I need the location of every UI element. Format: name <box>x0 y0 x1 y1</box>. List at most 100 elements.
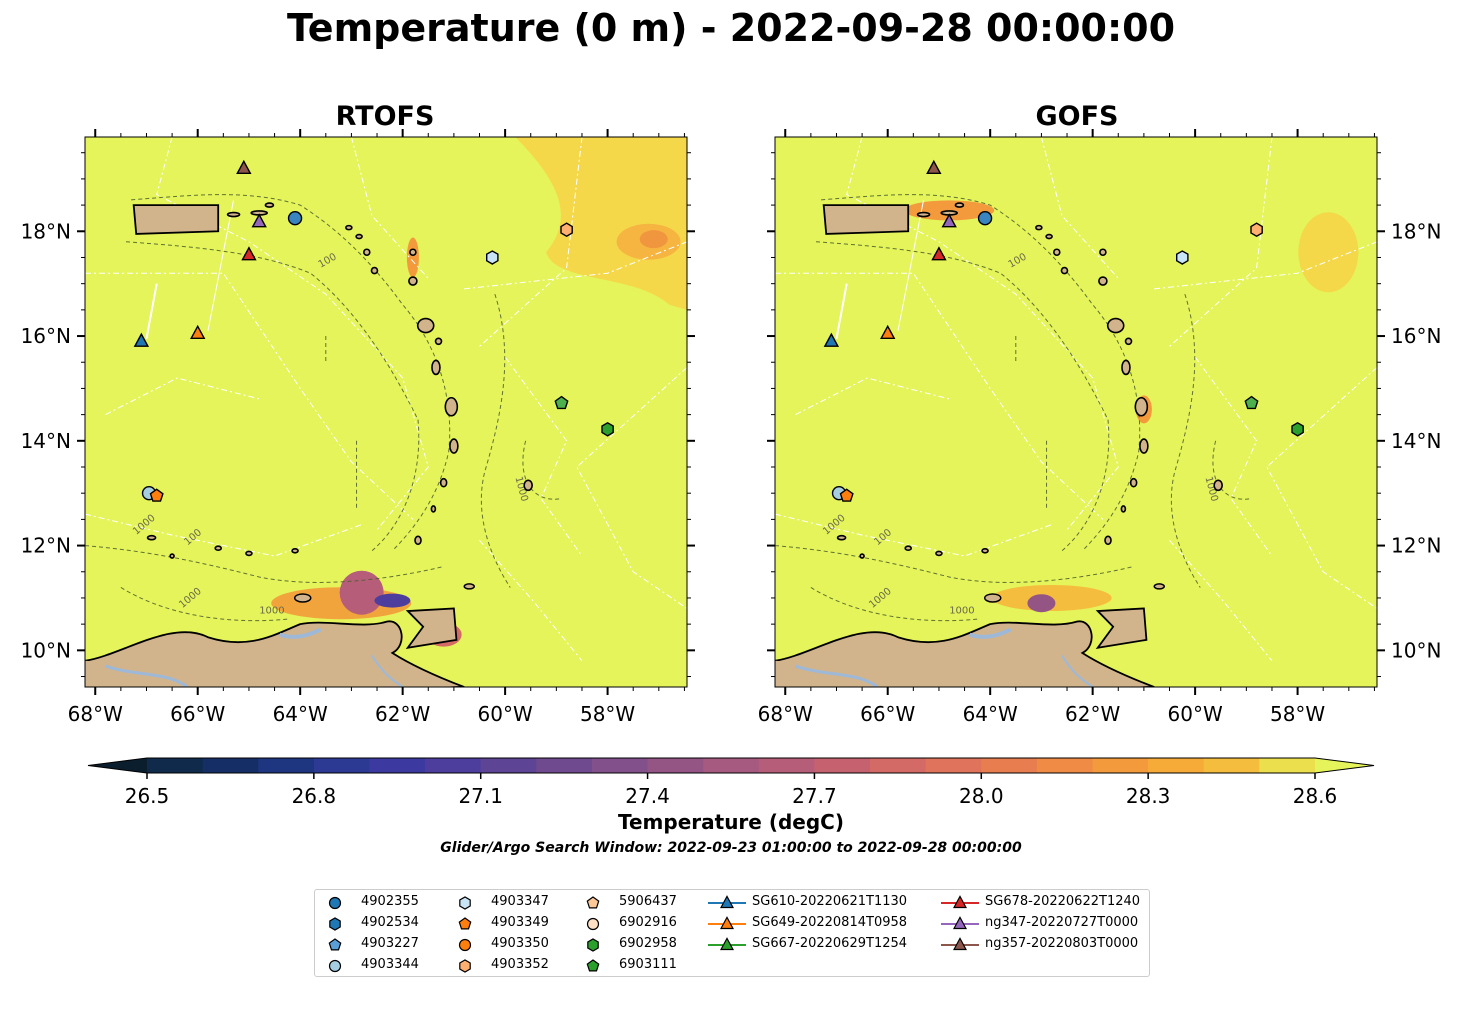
marker-SG649-20220814T0958 <box>190 324 206 340</box>
legend-label: SG649-20220814T0958 <box>752 915 908 930</box>
x-tick-label: 66°W <box>170 702 225 726</box>
land-tobago <box>463 583 476 590</box>
hexagon-marker-icon <box>329 917 341 931</box>
colorbar-tick-label: 28.6 <box>1293 784 1338 808</box>
y-tick-label: 12°N <box>21 534 71 558</box>
land-island <box>362 248 371 257</box>
eez-boundary <box>775 272 1104 520</box>
triangle-marker-icon <box>941 916 979 930</box>
x-tick-label: 58°W <box>580 702 635 726</box>
legend-label: ng357-20220803T0000 <box>985 936 1139 951</box>
panel-title-gofs: GOFS <box>1035 101 1119 132</box>
y-tick-label: 18°N <box>1391 219 1441 243</box>
eez-boundary <box>479 539 583 662</box>
eez-boundary <box>1194 356 1273 557</box>
marker-4902355 <box>287 210 303 226</box>
colorbar-segment <box>1148 758 1205 773</box>
x-tick-label: 66°W <box>860 702 915 726</box>
eez-boundary <box>85 272 414 520</box>
glider-track <box>207 199 235 331</box>
cold-upwelling-core <box>1027 594 1056 613</box>
colorbar-segment <box>925 758 982 773</box>
land-island <box>370 266 379 275</box>
panel-title-rtofs: RTOFS <box>335 101 435 132</box>
land-island <box>1098 276 1108 286</box>
land-island <box>214 545 223 551</box>
colorbar-segment <box>480 758 537 773</box>
land-island <box>264 202 275 208</box>
y-tick-label: 10°N <box>1391 638 1441 662</box>
river <box>105 664 189 687</box>
map-frame <box>774 136 1378 688</box>
land-island <box>916 211 931 218</box>
land-island <box>1052 248 1061 257</box>
glider-track <box>145 283 158 339</box>
colorbar-segment <box>870 758 927 773</box>
bathymetry-contour <box>85 545 444 583</box>
land-island <box>859 553 865 559</box>
land-island <box>409 248 417 257</box>
colorbar-segment <box>1092 758 1149 773</box>
bathymetry-contour <box>125 241 420 552</box>
search-window-text: Glider/Argo Search Window: 2022-09-23 01… <box>440 840 1022 856</box>
x-tick-label: 62°W <box>375 702 430 726</box>
colorbar-tick-label: 28.0 <box>959 784 1004 808</box>
river <box>795 664 879 687</box>
land-trinidad <box>405 607 458 649</box>
marker-4903347 <box>1176 250 1189 265</box>
map-frame <box>84 136 688 688</box>
colorbar-segment <box>202 758 259 773</box>
marker-ng347-20220727T0000 <box>251 213 267 228</box>
y-tick-label: 14°N <box>21 429 71 453</box>
legend-label: 4903347 <box>491 894 549 909</box>
legend-label: 6902916 <box>619 915 677 930</box>
land-island <box>981 548 989 554</box>
circle-marker-icon <box>458 938 472 952</box>
eez-boundary <box>1169 137 1273 347</box>
land-island <box>1120 505 1127 513</box>
marker-6902958 <box>601 421 614 437</box>
colorbar-label: Temperature (degC) <box>618 810 844 834</box>
circle-marker-icon <box>328 959 342 973</box>
y-tick-label: 16°N <box>1391 324 1441 348</box>
marker-ng357-20220803T0000 <box>926 159 942 175</box>
eez-boundary <box>1169 539 1273 662</box>
contour-label: 1000 <box>949 606 974 617</box>
colorbar-segment <box>1203 758 1260 773</box>
colorbar-segment <box>147 758 204 773</box>
marker-4903349 <box>149 488 164 502</box>
figure-title: Temperature (0 m) - 2022-09-28 00:00:00 <box>286 6 1176 50</box>
land-island <box>408 276 418 286</box>
river <box>1061 655 1094 687</box>
pentagon-marker-icon <box>586 896 600 909</box>
pentagon-marker-icon <box>458 917 472 930</box>
land-island <box>146 534 157 541</box>
land-island <box>904 545 913 551</box>
bathymetry-contour <box>810 587 980 622</box>
marker-ng347-20220727T0000 <box>941 213 957 228</box>
land-island <box>449 438 459 454</box>
warm-core-inner <box>639 230 668 249</box>
colorbar-segment <box>1259 758 1315 773</box>
hexagon-marker-icon <box>459 896 471 910</box>
land-island <box>416 317 435 334</box>
colorbar-segment <box>1036 758 1094 773</box>
legend-label: 4903227 <box>361 936 419 951</box>
land-island <box>439 477 448 488</box>
marker-4903352 <box>560 222 573 238</box>
x-tick-label: 62°W <box>1065 702 1120 726</box>
marker-6902958 <box>1291 421 1304 437</box>
colorbar-segment <box>758 758 815 773</box>
eez-boundary <box>464 241 687 290</box>
legend: 4902355 4902534 4903227 4903344 4903347 49033… <box>314 889 1150 977</box>
land-island <box>345 224 353 231</box>
bathymetry-contour <box>775 545 1134 583</box>
land-island <box>431 359 441 376</box>
x-tick-label: 64°W <box>273 702 328 726</box>
colorbar-segment <box>814 758 871 773</box>
legend-label: 4903349 <box>491 915 549 930</box>
y-tick-label: 14°N <box>1391 429 1441 453</box>
eez-boundary <box>846 137 1119 531</box>
